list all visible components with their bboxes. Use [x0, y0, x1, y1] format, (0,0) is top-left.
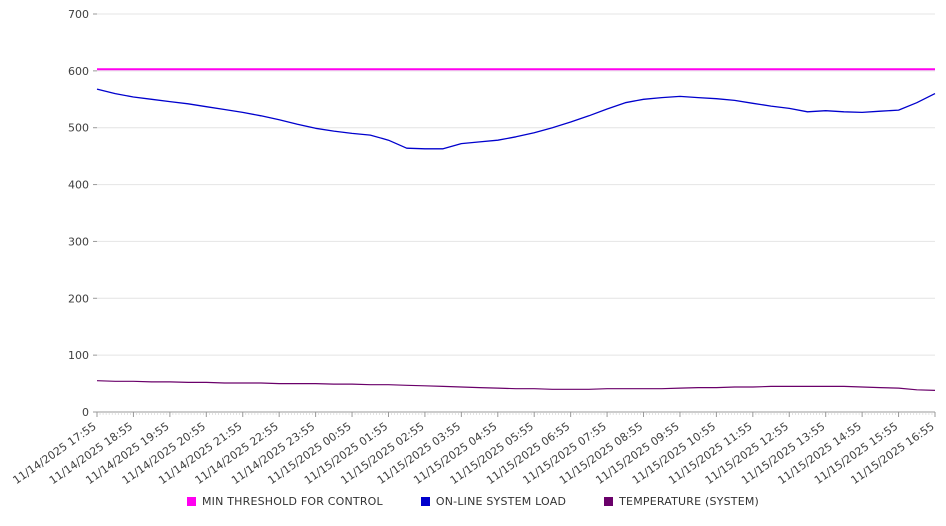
y-tick-label: 200 [68, 292, 89, 305]
y-tick-label: 300 [68, 235, 89, 248]
legend-label: TEMPERATURE (SYSTEM) [619, 495, 760, 508]
legend-item-min-threshold-for-control: MIN THRESHOLD FOR CONTROL [186, 495, 383, 508]
legend-item-temperature-system-: TEMPERATURE (SYSTEM) [604, 495, 759, 508]
y-tick-label: 100 [68, 349, 89, 362]
y-tick-label: 600 [68, 65, 89, 78]
series-temperature-system- [96, 380, 936, 391]
y-tick-label: 500 [68, 122, 89, 135]
y-tick-label: 0 [82, 406, 89, 419]
chart-legend: MIN THRESHOLD FOR CONTROL ON-LINE SYSTEM … [0, 495, 946, 508]
legend-swatch-icon [420, 497, 430, 506]
legend-label: MIN THRESHOLD FOR CONTROL [201, 495, 383, 508]
legend-swatch-icon [604, 497, 614, 506]
legend-item-on-line-system-load: ON-LINE SYSTEM LOAD [420, 495, 567, 508]
legend-swatch-icon [186, 497, 196, 506]
legend-label: ON-LINE SYSTEM LOAD [435, 495, 567, 508]
y-tick-label: 700 [68, 8, 89, 21]
series-on-line-system-load [96, 88, 936, 150]
y-tick-label: 400 [68, 179, 89, 192]
